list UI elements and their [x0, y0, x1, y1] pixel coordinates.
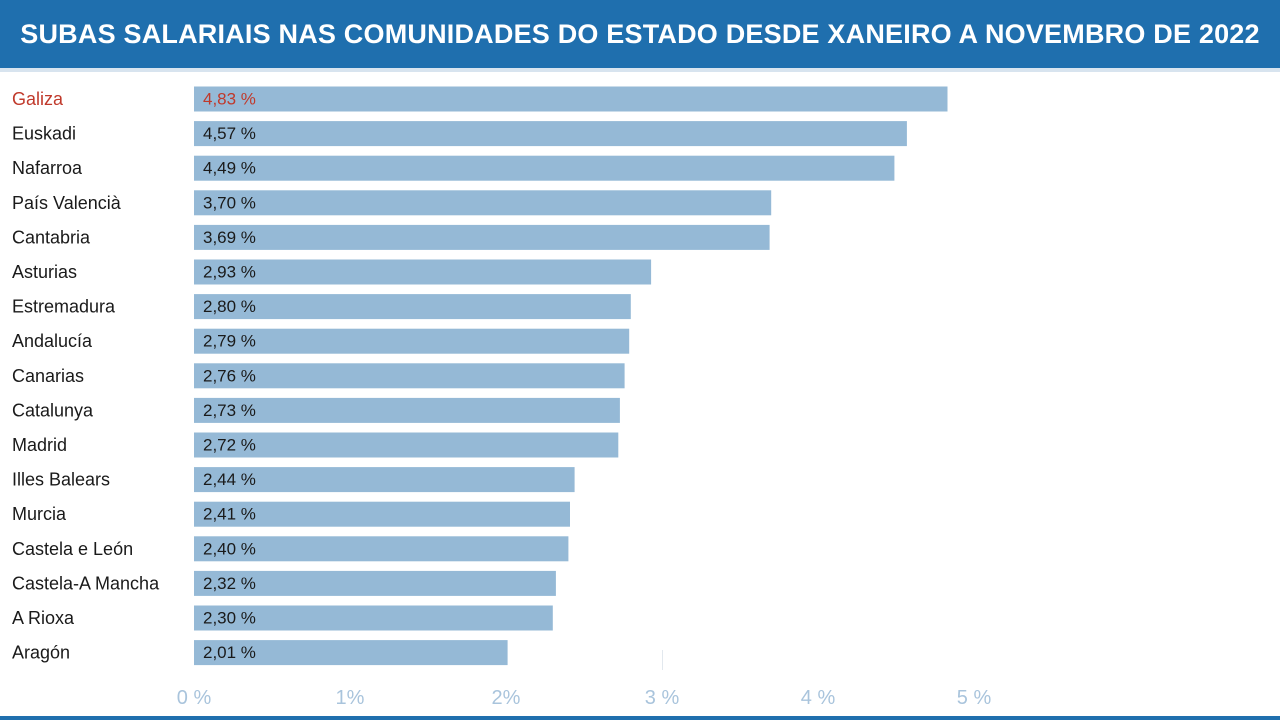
category-label-14: Castela-A Mancha	[12, 573, 160, 593]
x-tick-label-3: 3 %	[645, 687, 680, 709]
value-label-10: 2,72 %	[203, 436, 256, 455]
category-label-10: Madrid	[12, 435, 67, 455]
bar-12	[194, 501, 570, 527]
value-label-6: 2,80 %	[203, 297, 256, 316]
category-label-5: Asturias	[12, 262, 77, 282]
category-label-11: Illes Balears	[12, 470, 110, 490]
bar-6	[194, 294, 631, 320]
value-label-13: 2,40 %	[203, 539, 256, 558]
value-label-12: 2,41 %	[203, 505, 256, 524]
bar-16	[194, 640, 508, 666]
value-label-3: 3,70 %	[203, 193, 256, 212]
value-label-16: 2,01 %	[203, 643, 256, 662]
x-tick-label-2: 2%	[492, 687, 521, 709]
value-label-11: 2,44 %	[203, 470, 256, 489]
category-label-16: Aragón	[12, 643, 70, 663]
header-divider	[0, 68, 1280, 72]
value-label-2: 4,49 %	[203, 159, 256, 178]
category-label-2: Nafarroa	[12, 158, 83, 178]
value-label-9: 2,73 %	[203, 401, 256, 420]
x-tick-label-5: 5 %	[957, 687, 992, 709]
bar-11	[194, 467, 575, 493]
category-label-1: Euskadi	[12, 124, 76, 144]
category-label-13: Castela e León	[12, 539, 133, 559]
category-label-12: Murcia	[12, 504, 67, 524]
value-label-7: 2,79 %	[203, 332, 256, 351]
value-label-4: 3,69 %	[203, 228, 256, 247]
x-tick-label-0: 0 %	[177, 687, 212, 709]
category-label-6: Estremadura	[12, 297, 116, 317]
category-label-8: Canarias	[12, 366, 84, 386]
category-label-0: Galiza	[12, 89, 64, 109]
bar-5	[194, 259, 652, 285]
category-label-3: País Valencià	[12, 193, 122, 213]
x-tick-label-1: 1%	[336, 687, 365, 709]
chart-header: SUBAS SALARIAIS NAS COMUNIDADES DO ESTAD…	[0, 0, 1280, 68]
bar-14	[194, 570, 556, 596]
value-label-5: 2,93 %	[203, 263, 256, 282]
bar-7	[194, 328, 630, 354]
category-label-7: Andalucía	[12, 331, 93, 351]
bar-0	[194, 86, 948, 112]
bar-9	[194, 397, 620, 423]
category-label-4: Cantabria	[12, 227, 91, 247]
bar-10	[194, 432, 619, 458]
value-label-14: 2,32 %	[203, 574, 256, 593]
value-label-1: 4,57 %	[203, 124, 256, 143]
chart-title: SUBAS SALARIAIS NAS COMUNIDADES DO ESTAD…	[20, 18, 1260, 49]
bar-4	[194, 224, 770, 250]
x-tick-label-4: 4 %	[801, 687, 836, 709]
value-label-15: 2,30 %	[203, 609, 256, 628]
bar-8	[194, 363, 625, 389]
bar-3	[194, 190, 772, 216]
value-label-8: 2,76 %	[203, 366, 256, 385]
bar-13	[194, 536, 569, 562]
bar-15	[194, 605, 553, 631]
value-label-0: 4,83 %	[203, 90, 256, 109]
category-label-9: Catalunya	[12, 400, 94, 420]
bar-2	[194, 155, 895, 181]
bar-1	[194, 121, 907, 147]
category-label-15: A Rioxa	[12, 608, 75, 628]
footer-divider	[0, 716, 1280, 720]
